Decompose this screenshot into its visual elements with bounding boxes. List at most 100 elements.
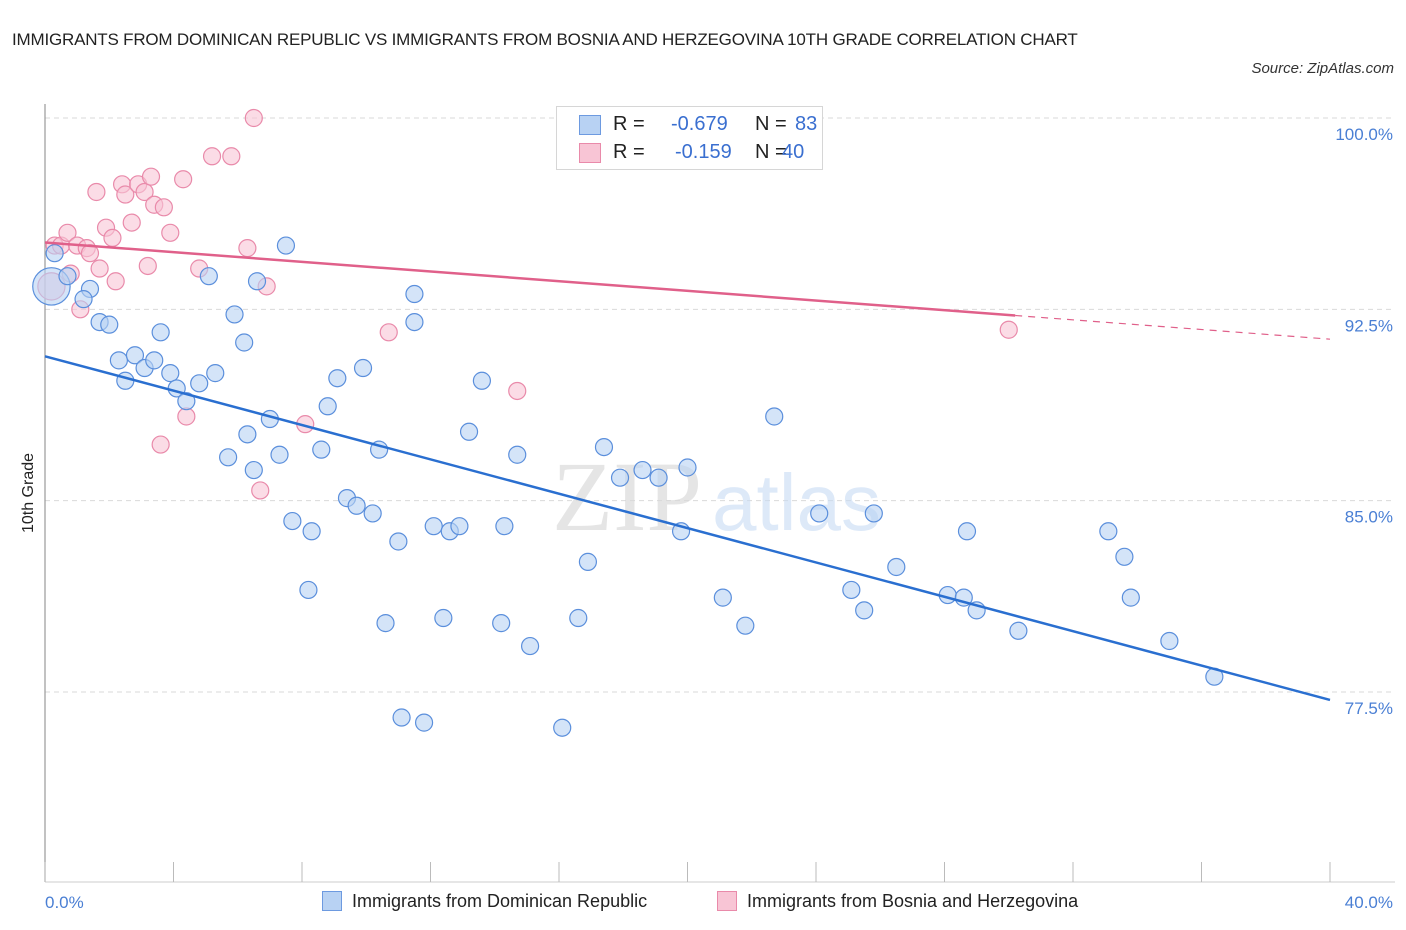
x-ticks	[44, 862, 1331, 882]
y-axis-title: 10th Grade	[20, 453, 37, 533]
dominican-point	[276, 236, 296, 255]
x-tick-label-min: 0.0%	[45, 893, 84, 912]
axes	[44, 104, 1395, 883]
dominican-point	[1115, 547, 1134, 566]
watermark-atlas: atlas	[712, 458, 881, 547]
source-label: Source: ZipAtlas.com	[1251, 60, 1394, 77]
dominican-point	[199, 267, 218, 286]
bosnia-point	[202, 147, 222, 166]
dominican-point	[765, 407, 784, 426]
bosnia-point	[135, 182, 154, 202]
dominican-point	[957, 522, 977, 541]
dominican-point	[74, 290, 93, 309]
r-label: R =	[613, 113, 645, 135]
dominican-point	[302, 522, 321, 541]
dominican-point	[238, 425, 257, 444]
legend-swatch-pink	[717, 891, 737, 911]
legend-swatch-blue	[322, 891, 342, 911]
dominican-point	[116, 371, 135, 390]
dominican-point	[125, 346, 145, 365]
dominican-point	[414, 713, 434, 732]
dominican-point	[633, 460, 652, 480]
dominican-point	[842, 580, 861, 600]
trend-line-bosnia-extension	[1015, 314, 1331, 340]
dominican-point	[1099, 522, 1118, 541]
dominican-point	[45, 244, 64, 263]
n-label: N =	[755, 113, 787, 135]
dominican-point	[151, 323, 170, 342]
bosnia-point	[141, 167, 161, 186]
bosnia-point	[103, 228, 122, 248]
legend-label: Immigrants from Dominican Republic	[352, 891, 648, 911]
y-tick-label: 100.0%	[1335, 125, 1393, 144]
dominican-point	[270, 445, 289, 464]
trend-lines	[44, 241, 1331, 702]
bosnia-point	[222, 147, 241, 166]
legend-label: Immigrants from Bosnia and Herzegovina	[747, 891, 1079, 911]
dominican-point	[610, 468, 630, 487]
chart-title: IMMIGRANTS FROM DOMINICAN REPUBLIC VS IM…	[12, 30, 1078, 49]
bosnia-point	[999, 320, 1018, 339]
bosnia-point	[161, 223, 180, 242]
bosnia-point	[116, 185, 135, 204]
dominican-point	[392, 708, 411, 727]
dominican-point	[492, 614, 511, 633]
bosnia-point	[58, 223, 77, 242]
bosnia-point	[508, 381, 527, 401]
dominican-point	[495, 517, 514, 536]
dominican-point	[569, 608, 588, 628]
bosnia-point	[251, 481, 270, 500]
dominican-point	[235, 333, 254, 352]
bosnia-point	[138, 256, 157, 276]
n-value: 83	[795, 113, 818, 135]
dominican-point	[405, 312, 424, 332]
dominican-point	[177, 392, 196, 411]
dominican-point	[450, 517, 469, 536]
r-value: -0.679	[671, 113, 728, 135]
dominican-point	[353, 358, 373, 378]
bosnia-point	[238, 239, 257, 258]
dominican-point	[100, 315, 119, 334]
bosnia-point	[122, 213, 141, 232]
dominican-point	[190, 374, 209, 393]
dominican-point	[864, 504, 883, 523]
dominican-point	[424, 517, 443, 536]
x-tick-label-max: 40.0%	[1345, 893, 1393, 912]
dominican-point	[1121, 588, 1140, 607]
dominican-point	[713, 588, 732, 607]
dominican-point	[389, 532, 408, 551]
dominican-point	[578, 552, 598, 571]
dominican-point	[810, 504, 829, 523]
bosnia-point	[87, 182, 106, 202]
dominican-point	[459, 422, 479, 441]
dominican-point	[405, 284, 424, 304]
dominican-point	[145, 351, 164, 370]
dominican-point	[376, 614, 395, 633]
y-tick-labels: 100.0% 92.5% 85.0% 77.5%	[1335, 125, 1393, 718]
dominican-point	[508, 445, 527, 464]
dominican-point	[318, 397, 337, 416]
bosnia-point	[174, 170, 193, 189]
dominican-point	[472, 371, 491, 390]
dominican-point	[58, 267, 77, 286]
bosnia-point	[379, 323, 398, 342]
bosnia-point	[154, 198, 173, 217]
bottom-legend-item-bosnia: Immigrants from Bosnia and Herzegovina	[717, 889, 1078, 913]
dominican-point	[594, 437, 614, 457]
n-label: N =	[755, 141, 787, 163]
dominican-point	[434, 608, 453, 628]
dominican-point	[649, 468, 668, 487]
dominican-point	[161, 364, 180, 383]
legend-swatch-blue	[579, 115, 601, 135]
y-tick-label: 77.5%	[1345, 699, 1393, 718]
dominican-point	[247, 272, 267, 291]
dominican-point	[363, 504, 382, 523]
n-value: 40	[782, 141, 805, 163]
dominican-point	[328, 369, 347, 388]
dominican-point	[1160, 631, 1179, 651]
trend-line-dominican	[44, 355, 1331, 702]
dominican-point	[299, 580, 318, 600]
dominican-point	[887, 557, 906, 577]
dominican-point	[244, 460, 263, 480]
